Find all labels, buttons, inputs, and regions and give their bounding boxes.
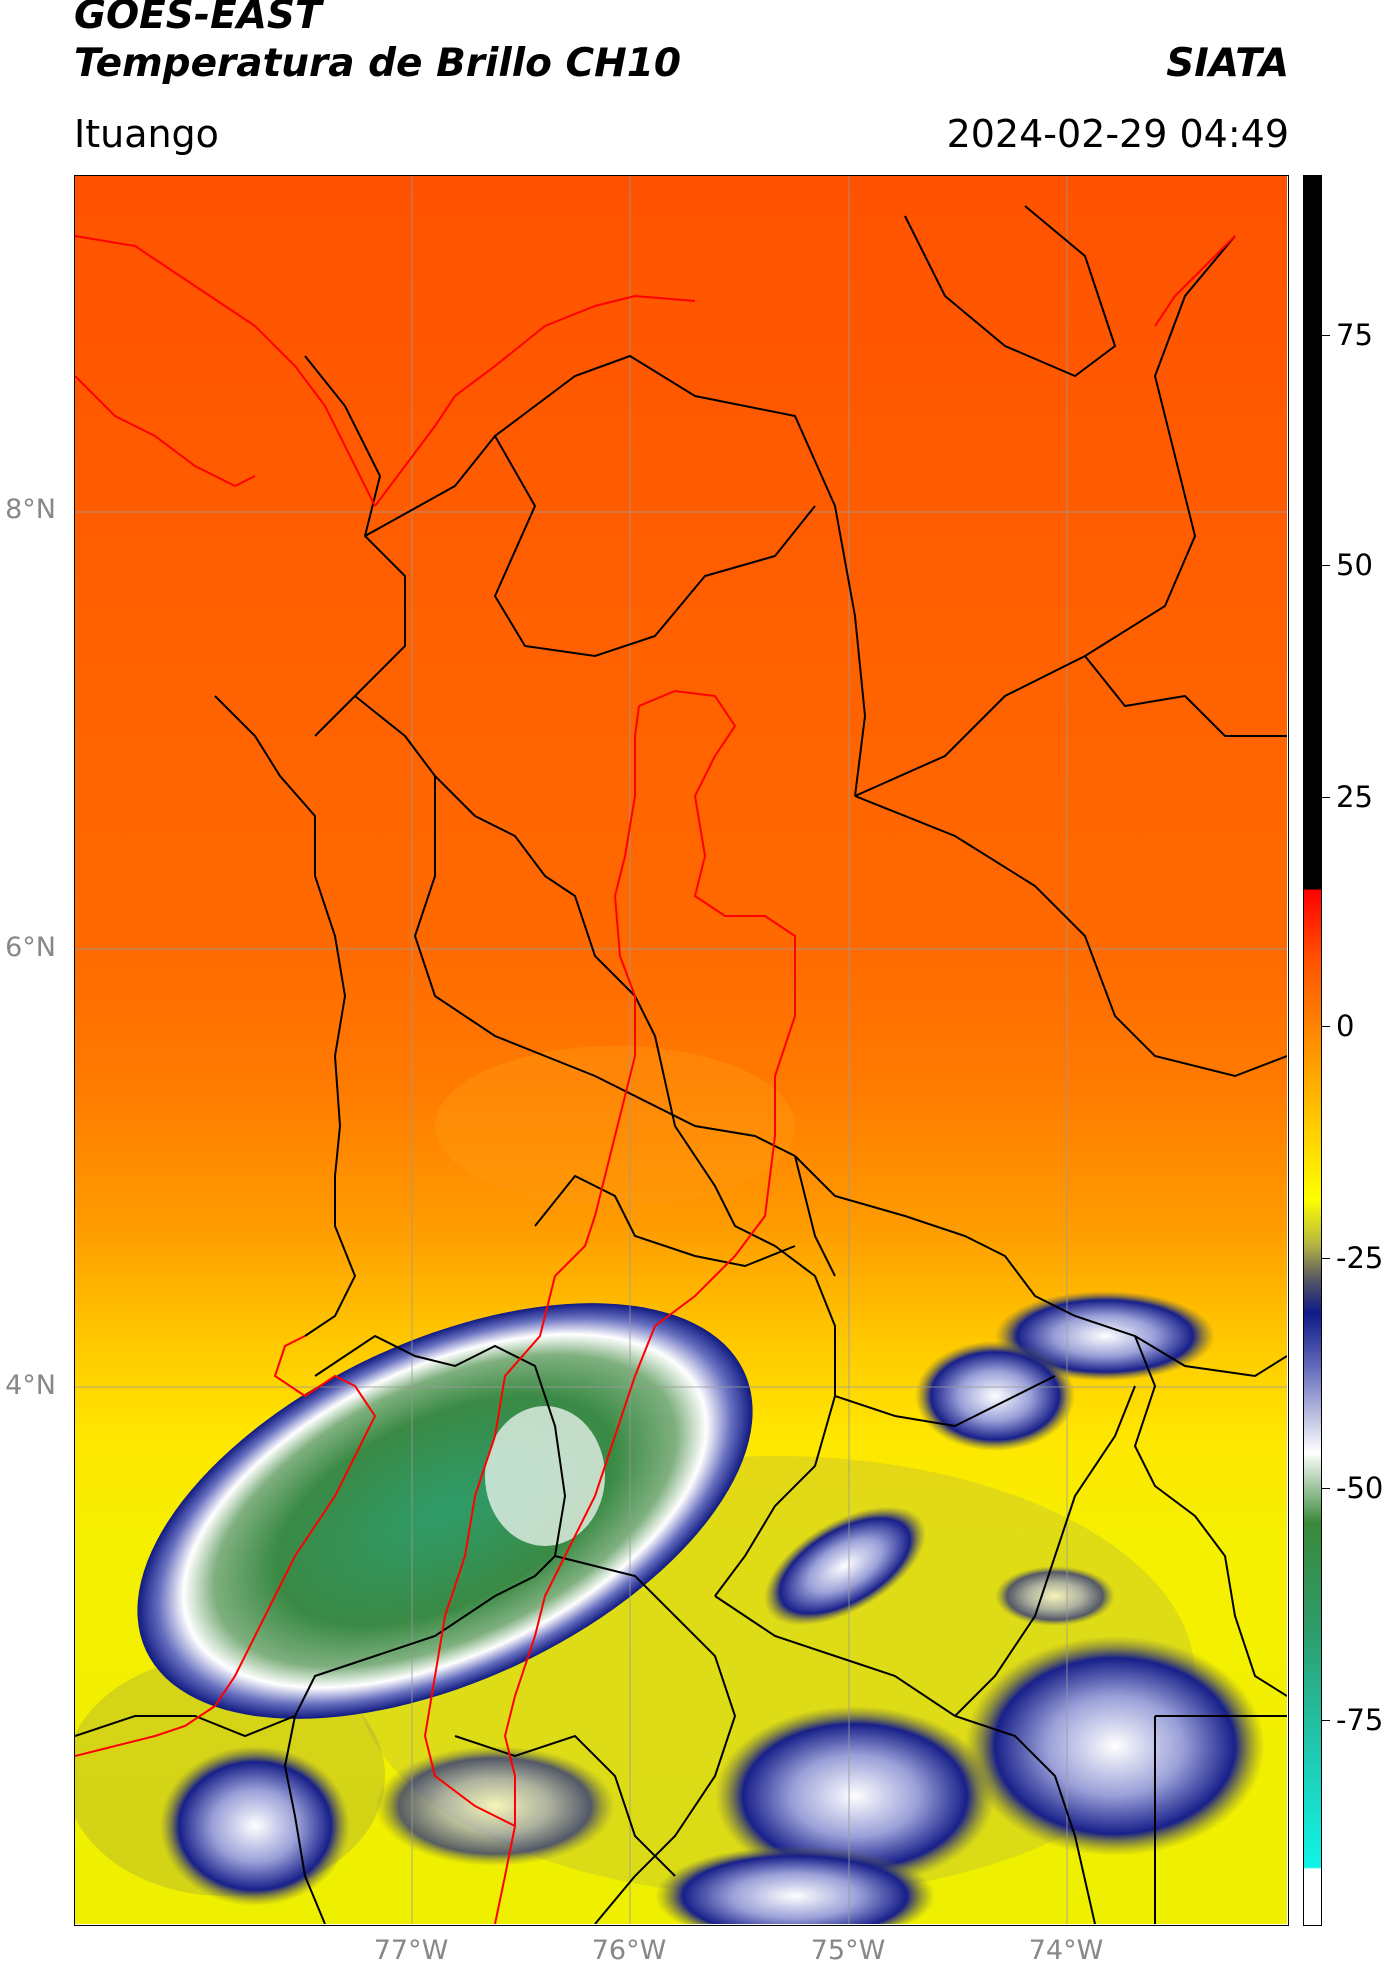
gridlines bbox=[75, 176, 1287, 1924]
lat-label-6n: 6°N bbox=[5, 932, 56, 963]
colorbar-tick bbox=[1322, 1488, 1330, 1489]
main-convective-cell bbox=[137, 1303, 753, 1719]
lon-label-74w: 74°W bbox=[1028, 1935, 1104, 1966]
lat-label-4n: 4°N bbox=[5, 1370, 56, 1401]
brand-label: SIATA bbox=[1166, 41, 1289, 86]
colorbar-label-minus50: -50 bbox=[1336, 1471, 1384, 1505]
colorbar-tick bbox=[1322, 797, 1330, 798]
colorbar-label-minus25: -25 bbox=[1336, 1241, 1384, 1275]
chart-subtitle: Temperatura de Brillo CH10 bbox=[74, 41, 682, 86]
colorbar-tick bbox=[1322, 1026, 1330, 1027]
colorbar-label-25: 25 bbox=[1336, 780, 1373, 814]
colorbar-label-50: 50 bbox=[1336, 548, 1373, 582]
datetime-label: 2024-02-29 04:49 bbox=[946, 112, 1289, 156]
satellite-map bbox=[65, 175, 1289, 1946]
colorbar-label-0: 0 bbox=[1336, 1009, 1355, 1043]
chart-title: GOES-EAST bbox=[74, 0, 322, 38]
location-label: Ituango bbox=[74, 112, 219, 156]
colorbar-label-75: 75 bbox=[1336, 318, 1373, 352]
administrative-boundaries bbox=[74, 205, 1288, 1925]
lat-label-8n: 8°N bbox=[5, 494, 56, 525]
map-canvas bbox=[65, 176, 1288, 1946]
basin-outline bbox=[74, 235, 1236, 1925]
colorbar-tick bbox=[1322, 1720, 1330, 1721]
cloud-systems bbox=[137, 1291, 1265, 1946]
colorbar-tick bbox=[1322, 1258, 1330, 1259]
colorbar-tick bbox=[1322, 335, 1330, 336]
lon-label-77w: 77°W bbox=[373, 1935, 449, 1966]
colorbar-label-minus75: -75 bbox=[1336, 1703, 1384, 1737]
colorbar-tick bbox=[1322, 565, 1330, 566]
lon-label-75w: 75°W bbox=[810, 1935, 886, 1966]
lon-label-76w: 76°W bbox=[591, 1935, 667, 1966]
colorbar bbox=[1303, 175, 1322, 1926]
